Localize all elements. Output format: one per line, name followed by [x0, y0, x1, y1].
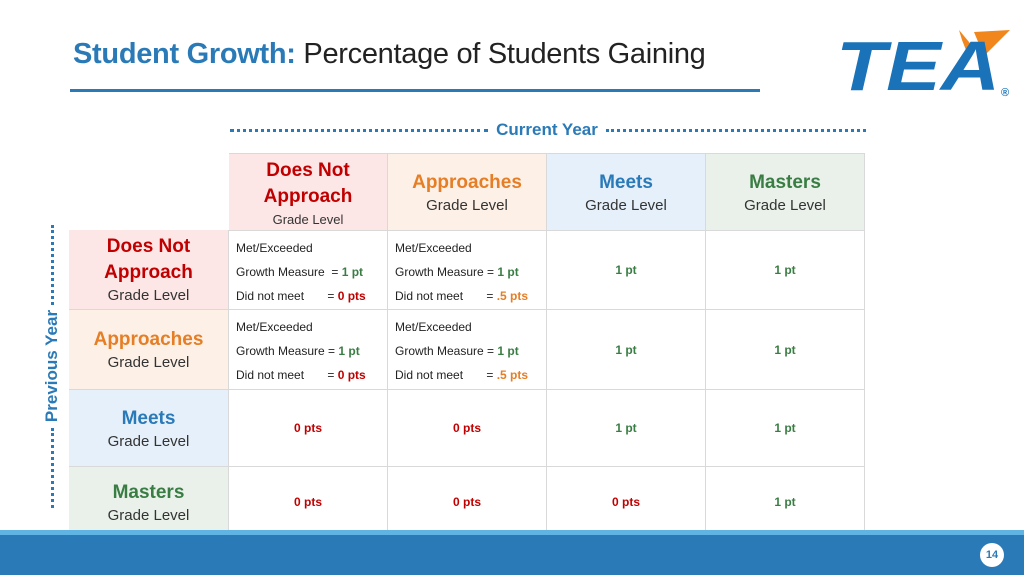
cell-r0c3: 1 pt	[706, 230, 865, 310]
row-header-meets: Meets Grade Level	[69, 390, 229, 467]
col-header-sub: Grade Level	[426, 196, 508, 214]
cell-line: Growth Measure = 1 pt	[236, 265, 364, 279]
col-header-sub: Grade Level	[744, 196, 826, 214]
cell-r1c3: 1 pt	[706, 310, 865, 390]
col-header-sub: Grade Level	[272, 211, 344, 227]
title-rest: Percentage of Students Gaining	[295, 38, 706, 70]
previous-year-label: Previous Year	[42, 309, 61, 423]
cell-line: Met/Exceeded	[395, 320, 472, 334]
cell-line: Did not meet = 0 pts	[236, 368, 366, 382]
cell-line: Growth Measure = 1 pt	[395, 265, 519, 279]
row-header-sub: Grade Level	[107, 506, 190, 524]
col-header-masters: Masters Grade Level	[706, 153, 865, 230]
row-header-sub: Grade Level	[107, 432, 190, 450]
col-header-does-not-approach: Does Not Approach Grade Level	[229, 153, 388, 230]
col-header-main: Meets	[599, 171, 653, 193]
col-header-main: Masters	[749, 171, 821, 193]
row-header-sub: Grade Level	[107, 354, 190, 371]
current-year-dotted-line-right	[606, 129, 866, 132]
cell-r1c0: Met/Exceeded Growth Measure = 1 pt Did n…	[229, 310, 388, 390]
row-header-main: Masters	[112, 481, 185, 503]
cell-r3c3: 1 pt	[706, 467, 865, 537]
cell-r3c1: 0 pts	[388, 467, 547, 537]
cell-line: Did not meet = 0 pts	[236, 289, 366, 303]
cell-r3c0: 0 pts	[229, 467, 388, 537]
cell-line: Did not meet = .5 pts	[395, 368, 529, 382]
logo-registered: ®	[1001, 87, 1009, 98]
cell-r3c2: 0 pts	[547, 467, 706, 537]
cell-r2c2: 1 pt	[547, 390, 706, 467]
current-year-label: Current Year	[496, 120, 598, 139]
cell-line: Met/Exceeded	[395, 241, 472, 255]
cell-r1c1: Met/Exceeded Growth Measure = 1 pt Did n…	[388, 310, 547, 390]
previous-year-dotted-line-top	[51, 225, 54, 305]
col-header-meets: Meets Grade Level	[547, 153, 706, 230]
cell-line: Met/Exceeded	[236, 241, 313, 255]
cell-r0c2: 1 pt	[547, 230, 706, 310]
logo-text: TEA	[836, 27, 1000, 98]
slide-title: Student Growth: Percentage of Students G…	[73, 38, 706, 71]
cell-line: Met/Exceeded	[236, 320, 313, 334]
footer-bar	[0, 535, 1024, 575]
cell-r0c1: Met/Exceeded Growth Measure = 1 pt Did n…	[388, 230, 547, 310]
col-header-approaches: Approaches Grade Level	[388, 153, 547, 230]
title-bold: Student Growth:	[73, 38, 296, 70]
cell-r2c3: 1 pt	[706, 390, 865, 467]
logo-flag-icon	[959, 30, 974, 50]
page-number: 14	[980, 543, 1004, 567]
cell-r0c0: Met/Exceeded Growth Measure = 1 pt Did n…	[229, 230, 388, 310]
cell-line: Growth Measure = 1 pt	[236, 344, 360, 358]
tea-logo: TEA ®	[836, 27, 1010, 98]
col-header-main: Does Not Approach	[263, 159, 353, 207]
footer-accent-bar	[0, 530, 1024, 535]
row-header-main: Meets	[121, 407, 176, 429]
row-header-masters: Masters Grade Level	[69, 467, 229, 537]
row-header-main: Does Not Approach	[104, 236, 193, 283]
cell-r1c2: 1 pt	[547, 310, 706, 390]
row-header-sub: Grade Level	[107, 287, 190, 304]
col-header-sub: Grade Level	[585, 196, 667, 214]
previous-year-dotted-line-bottom	[51, 428, 54, 508]
row-header-main: Approaches	[93, 329, 204, 350]
current-year-dotted-line-left	[230, 129, 488, 132]
cell-r2c1: 0 pts	[388, 390, 547, 467]
row-header-approaches: Approaches Grade Level	[69, 310, 229, 390]
row-header-does-not-approach: Does Not Approach Grade Level	[69, 230, 229, 310]
cell-r2c0: 0 pts	[229, 390, 388, 467]
title-underline	[70, 89, 760, 92]
col-header-main: Approaches	[412, 171, 522, 193]
cell-line: Did not meet = .5 pts	[395, 289, 529, 303]
cell-line: Growth Measure = 1 pt	[395, 344, 519, 358]
